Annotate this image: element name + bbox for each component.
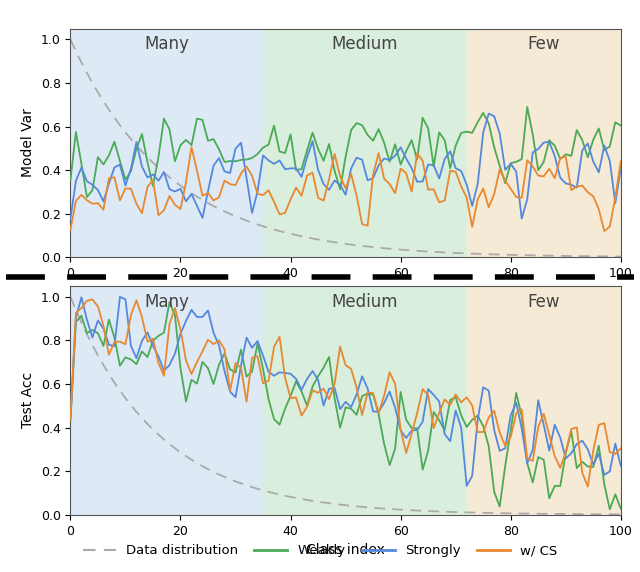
Bar	[467, 286, 621, 515]
Text: Many: Many	[144, 293, 189, 311]
Legend: Data distribution, Weakly, Strongly, w/ CS: Data distribution, Weakly, Strongly, w/ …	[77, 539, 563, 562]
Y-axis label: Test Acc: Test Acc	[21, 372, 35, 428]
X-axis label: Class index: Class index	[306, 543, 385, 557]
Bar	[70, 29, 263, 257]
Text: Few: Few	[527, 35, 560, 53]
Text: Medium: Medium	[332, 293, 398, 311]
X-axis label: Class index: Class index	[306, 285, 385, 300]
Text: Medium: Medium	[332, 35, 398, 53]
Bar	[70, 286, 263, 515]
Bar	[263, 286, 467, 515]
Bar	[263, 29, 467, 257]
Text: Few: Few	[527, 293, 560, 311]
Y-axis label: Model Var: Model Var	[21, 109, 35, 177]
Bar	[467, 29, 621, 257]
Text: Many: Many	[144, 35, 189, 53]
